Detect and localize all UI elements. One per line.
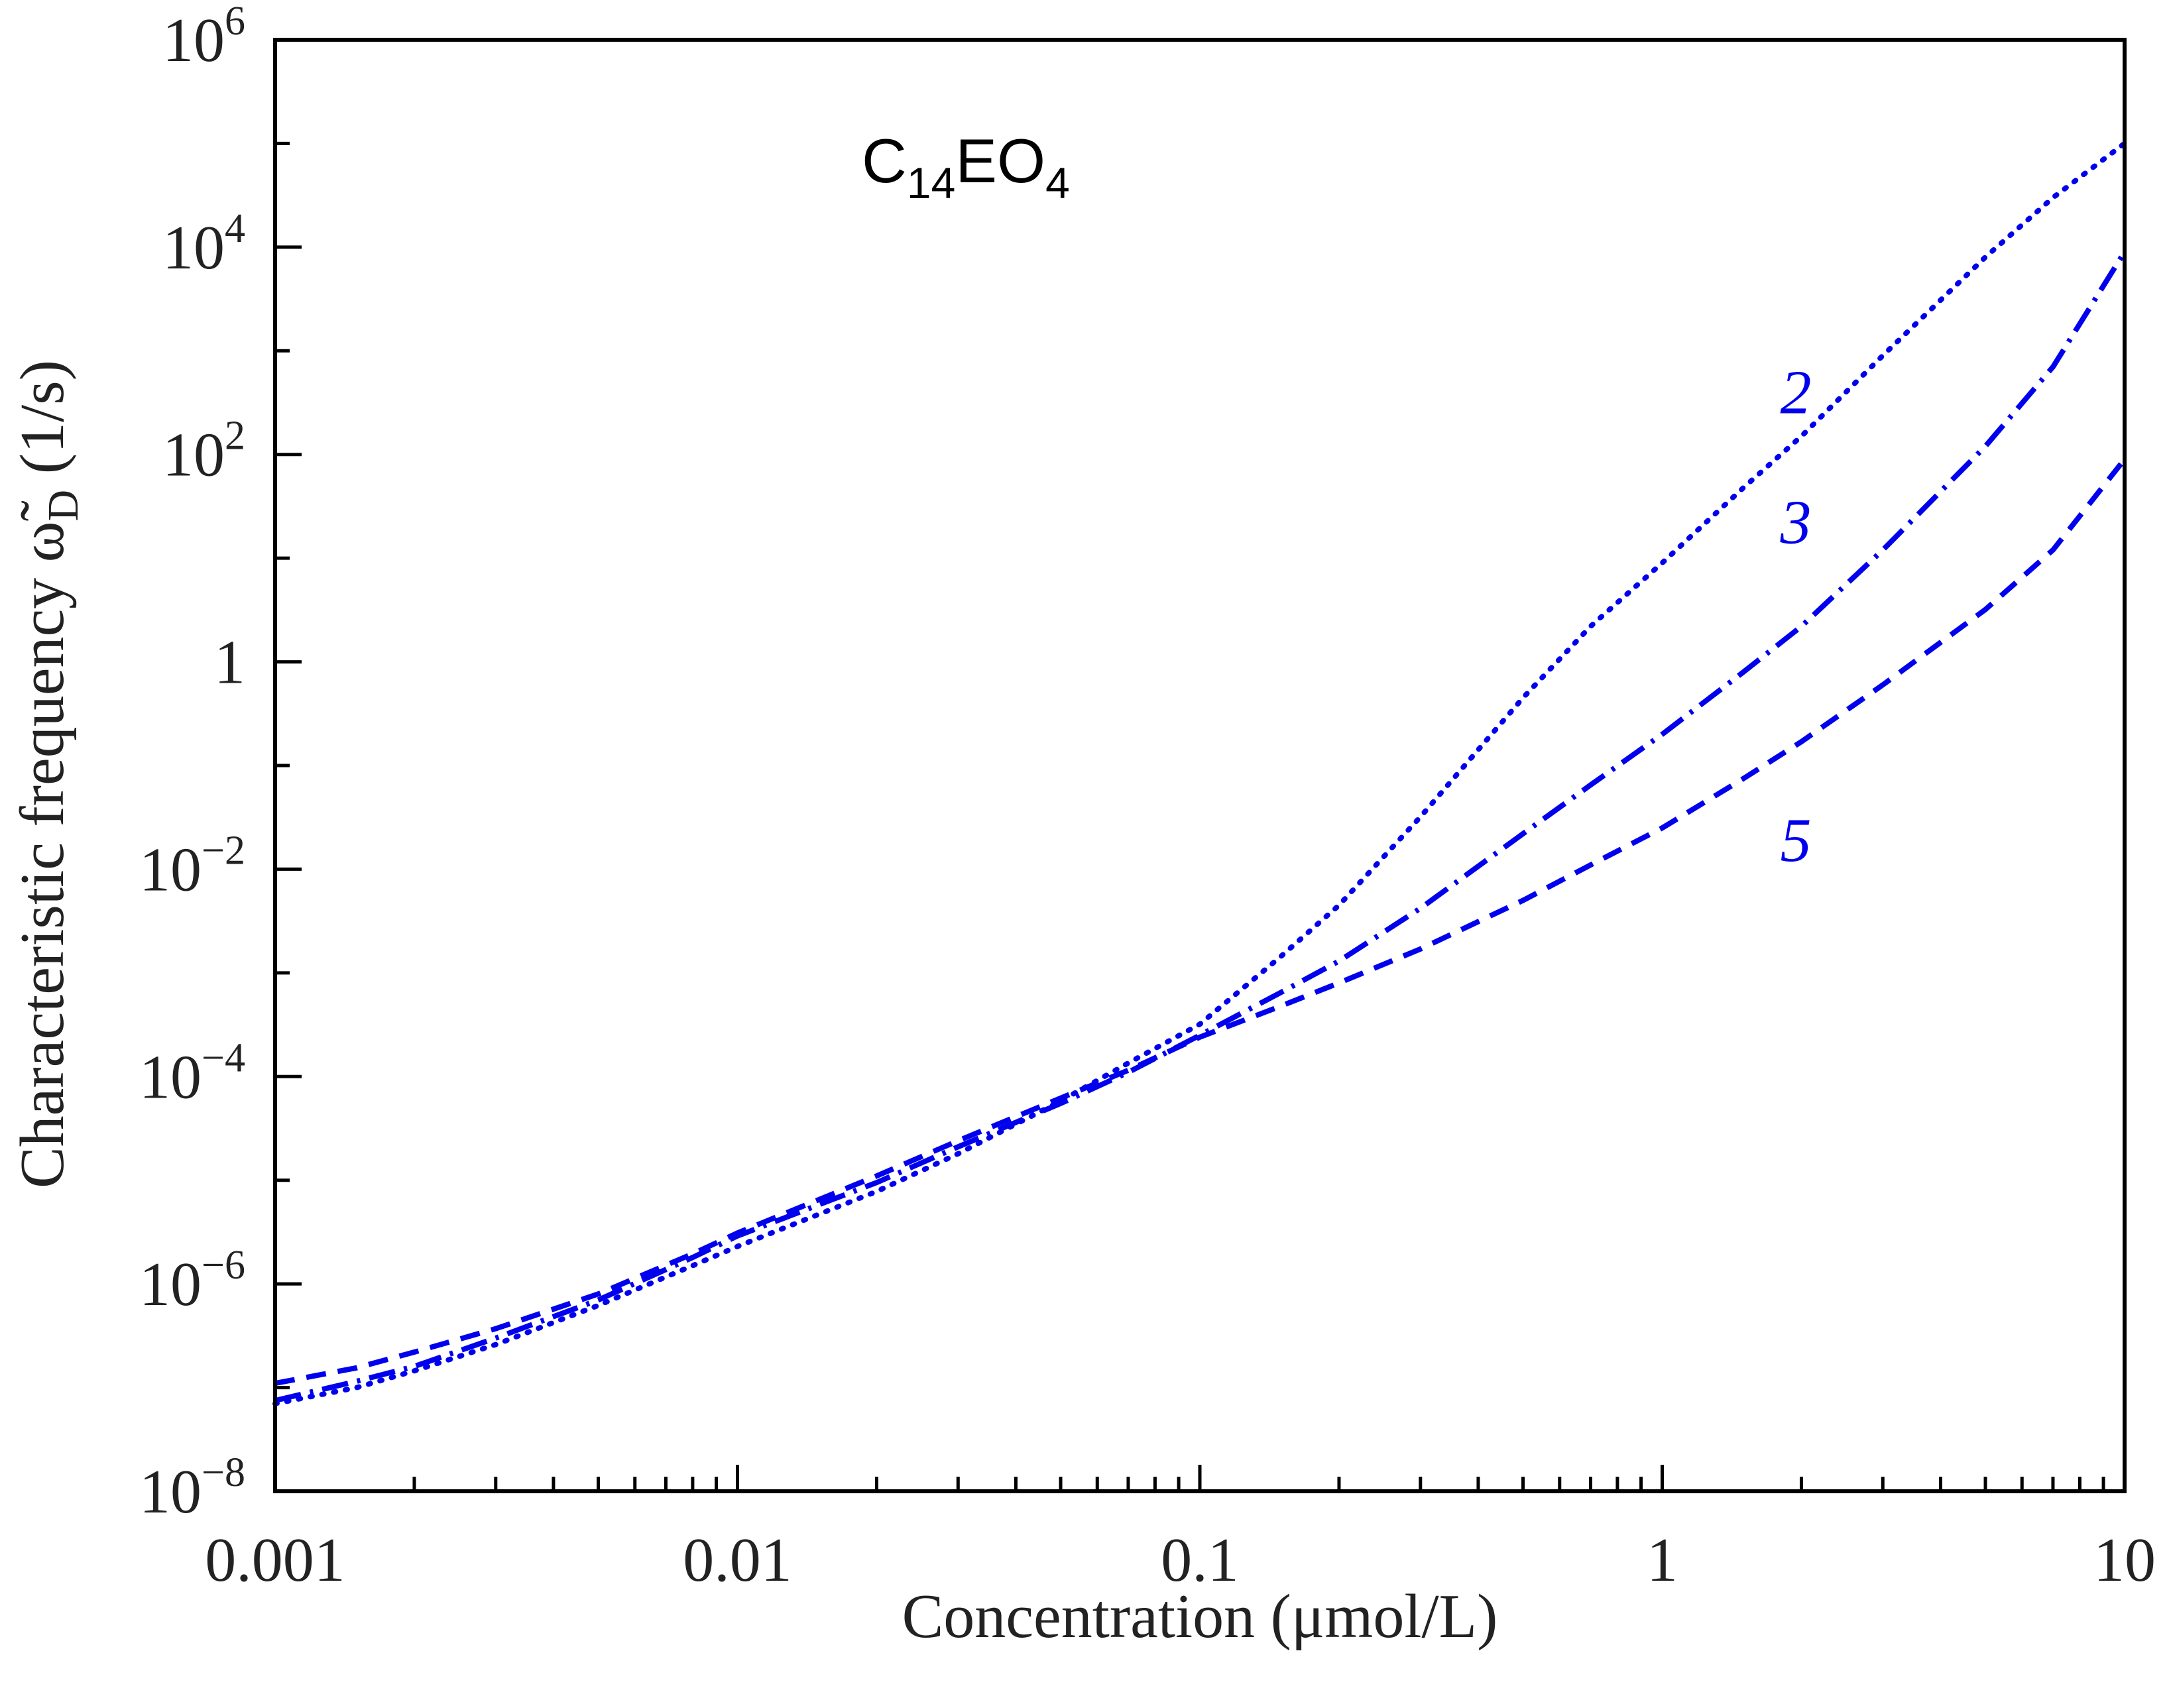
y-tick-label: 104 <box>162 206 245 282</box>
x-axis-title: Concentration (μmol/L) <box>902 1582 1498 1651</box>
y-tick-label: 10−6 <box>139 1243 245 1319</box>
y-tick-label: 10−2 <box>139 828 245 904</box>
x-tick-label: 0.01 <box>683 1526 792 1595</box>
y-tick-label: 106 <box>162 0 245 75</box>
x-tick-label: 10 <box>2093 1526 2156 1595</box>
compound-annotation: C14EO4 <box>862 126 1070 207</box>
series-5-label: 5 <box>1781 806 1812 875</box>
y-tick-label: 1 <box>214 628 245 697</box>
series-2-line <box>272 141 2127 1406</box>
y-tick-label: 10−4 <box>139 1035 245 1111</box>
y-axis-title: Characteristic frequency ω̃D (1/s) <box>8 360 88 1188</box>
x-tick-label: 0.1 <box>1161 1526 1239 1595</box>
data-series <box>272 141 2127 1406</box>
series-2-label: 2 <box>1781 358 1812 427</box>
series-3-label: 3 <box>1780 488 1812 557</box>
series-3-line <box>274 250 2127 1403</box>
series-5-line <box>274 457 2127 1387</box>
axis-ticks <box>273 38 2127 1493</box>
x-tick-label: 1 <box>1647 1526 1678 1595</box>
axis-tick-labels: 0.001 0.01 0.1 1 10 10−8 10−6 10−4 10−2 1 102 104 10… <box>139 0 2156 1595</box>
x-tick-label: 0.001 <box>205 1526 345 1595</box>
plot-frame <box>273 38 2127 1493</box>
y-tick-label: 102 <box>162 414 245 490</box>
y-tick-label: 10−8 <box>139 1450 245 1526</box>
series-labels: 2 3 5 <box>1780 358 1812 875</box>
